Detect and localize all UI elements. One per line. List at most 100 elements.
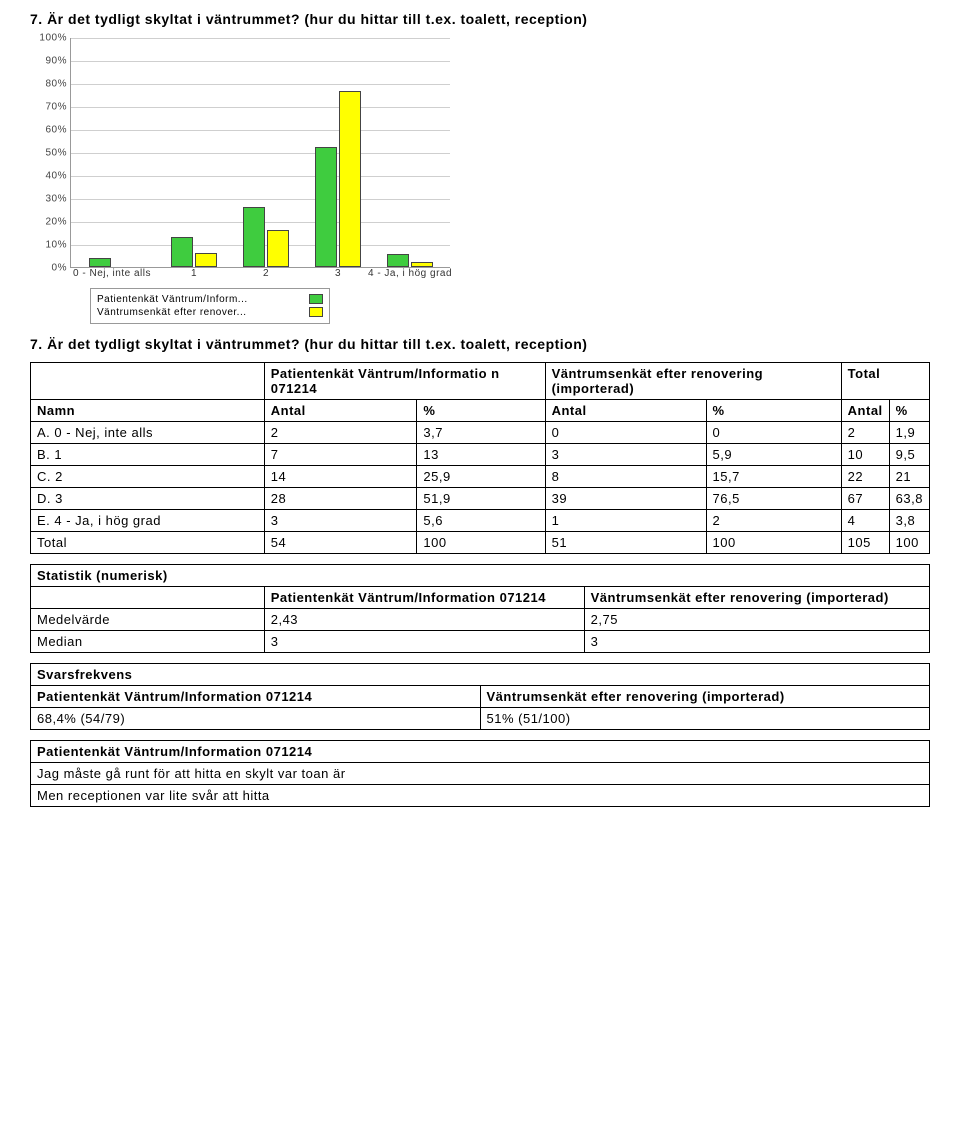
table-cell: 22 (841, 465, 889, 487)
table-cell: 100 (889, 531, 929, 553)
table-cell: 5,6 (417, 509, 545, 531)
y-tick: 0% (31, 262, 67, 273)
table-cell: Median (31, 630, 265, 652)
table-cell: 1 (545, 509, 706, 531)
y-tick: 10% (31, 239, 67, 250)
y-tick: 70% (31, 101, 67, 112)
table-row: Patientenkät Väntrum/Information 071214V… (31, 685, 930, 707)
x-tick: 2 (263, 268, 269, 279)
table-row: Svarsfrekvens (31, 663, 930, 685)
table-cell: 100 (706, 531, 841, 553)
table-cell: Medelvärde (31, 608, 265, 630)
table-row: Jag måste gå runt för att hitta en skylt… (31, 762, 930, 784)
table-cell: 7 (264, 443, 417, 465)
table-row: Patientenkät Väntrum/Informatio n 071214… (31, 362, 930, 399)
table-cell: 2 (706, 509, 841, 531)
table-cell: 2,43 (264, 608, 584, 630)
legend-item: Väntrumsenkät efter renover... (97, 306, 323, 319)
table-cell: 10 (841, 443, 889, 465)
y-tick: 80% (31, 78, 67, 89)
table-cell: 3 (584, 630, 929, 652)
table-cell: 0 (545, 421, 706, 443)
stats-table: Statistik (numerisk) Patientenkät Väntru… (30, 564, 930, 653)
stats-title: Statistik (numerisk) (31, 564, 930, 586)
column-header: % (417, 399, 545, 421)
table-cell: 15,7 (706, 465, 841, 487)
table-cell: 28 (264, 487, 417, 509)
chart-bar (243, 207, 265, 267)
column-header: % (889, 399, 929, 421)
col-group-header: Patientenkät Väntrum/Informatio n 071214 (264, 362, 545, 399)
comment-line: Jag måste gå runt för att hitta en skylt… (31, 762, 930, 784)
question-heading: 7. Är det tydligt skyltat i väntrummet? … (30, 10, 930, 30)
table-cell: 54 (264, 531, 417, 553)
chart-bar (315, 147, 337, 266)
y-tick: 100% (31, 32, 67, 43)
table-cell: 3,7 (417, 421, 545, 443)
column-header: Patientenkät Väntrum/Information 071214 (264, 586, 584, 608)
y-tick: 90% (31, 55, 67, 66)
table-cell: D. 3 (31, 487, 265, 509)
table-cell: 14 (264, 465, 417, 487)
column-header: Väntrumsenkät efter renovering (importer… (584, 586, 929, 608)
chart-bar (411, 262, 433, 267)
table-row: Patientenkät Väntrum/Information 071214 (31, 740, 930, 762)
bar-chart: 0%10%20%30%40%50%60%70%80%90%100% 0 - Ne… (30, 38, 450, 324)
chart-bar (339, 91, 361, 267)
comments-title: Patientenkät Väntrum/Information 071214 (31, 740, 930, 762)
col-group-header: Total (841, 362, 929, 399)
y-tick: 40% (31, 170, 67, 181)
table-row: E. 4 - Ja, i hög grad35,61243,8 (31, 509, 930, 531)
table-cell: 63,8 (889, 487, 929, 509)
response-table: Svarsfrekvens Patientenkät Väntrum/Infor… (30, 663, 930, 730)
main-table-title: 7. Är det tydligt skyltat i väntrummet? … (30, 336, 930, 352)
chart-bar (171, 237, 193, 267)
table-row: NamnAntal%Antal%Antal% (31, 399, 930, 421)
column-header (31, 586, 265, 608)
table-cell: 25,9 (417, 465, 545, 487)
y-tick: 20% (31, 216, 67, 227)
table-cell: 76,5 (706, 487, 841, 509)
table-cell: 2 (841, 421, 889, 443)
legend-label: Väntrumsenkät efter renover... (97, 307, 247, 318)
x-tick: 4 - Ja, i hög grad (368, 268, 452, 279)
legend-item: Patientenkät Väntrum/Inform... (97, 293, 323, 306)
table-cell: 1,9 (889, 421, 929, 443)
table-cell: Patientenkät Väntrum/Information 071214 (31, 685, 481, 707)
table-cell: 3 (545, 443, 706, 465)
table-cell: 2 (264, 421, 417, 443)
table-cell: 67 (841, 487, 889, 509)
bar-group (171, 237, 217, 267)
comments-table: Patientenkät Väntrum/Information 071214 … (30, 740, 930, 807)
main-data-table: Patientenkät Väntrum/Informatio n 071214… (30, 362, 930, 554)
table-cell: 51 (545, 531, 706, 553)
table-cell: C. 2 (31, 465, 265, 487)
table-row: Patientenkät Väntrum/Information 071214V… (31, 586, 930, 608)
table-cell: 105 (841, 531, 889, 553)
table-cell: 68,4% (54/79) (31, 707, 481, 729)
comment-line: Men receptionen var lite svår att hitta (31, 784, 930, 806)
table-cell: 3 (264, 509, 417, 531)
col-group-header: Väntrumsenkät efter renovering (importer… (545, 362, 841, 399)
y-tick: 30% (31, 193, 67, 204)
y-tick: 60% (31, 124, 67, 135)
bar-group (243, 207, 289, 267)
table-cell: 100 (417, 531, 545, 553)
table-cell: 5,9 (706, 443, 841, 465)
table-cell: 21 (889, 465, 929, 487)
column-header: Namn (31, 399, 265, 421)
column-header: Antal (264, 399, 417, 421)
x-tick: 1 (191, 268, 197, 279)
response-title: Svarsfrekvens (31, 663, 930, 685)
table-row: Statistik (numerisk) (31, 564, 930, 586)
table-cell: 13 (417, 443, 545, 465)
table-row: C. 21425,9815,72221 (31, 465, 930, 487)
table-row: A. 0 - Nej, inte alls23,70021,9 (31, 421, 930, 443)
legend-swatch (309, 294, 323, 304)
table-cell: Väntrumsenkät efter renovering (importer… (480, 685, 930, 707)
table-cell: E. 4 - Ja, i hög grad (31, 509, 265, 531)
y-tick: 50% (31, 147, 67, 158)
chart-bar (89, 258, 111, 267)
chart-legend: Patientenkät Väntrum/Inform...Väntrumsen… (90, 288, 330, 324)
table-cell: 51,9 (417, 487, 545, 509)
